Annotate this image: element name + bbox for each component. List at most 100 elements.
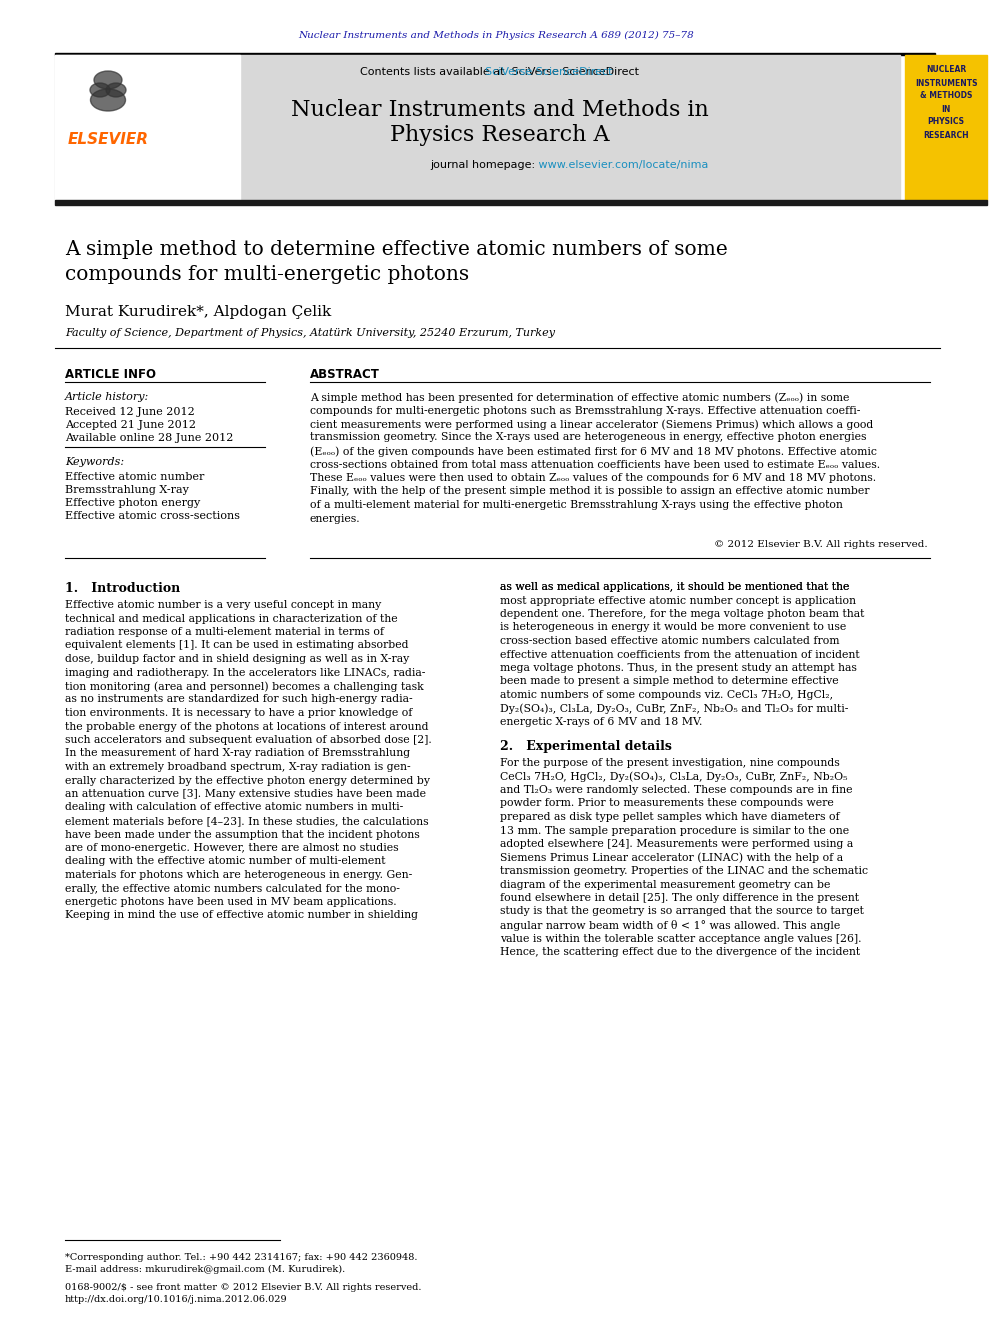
- Text: Murat Kurudirek*, Alpdogan Çelik: Murat Kurudirek*, Alpdogan Çelik: [65, 306, 331, 319]
- Text: IN: IN: [941, 105, 950, 114]
- Text: dose, buildup factor and in shield designing as well as in X-ray: dose, buildup factor and in shield desig…: [65, 654, 410, 664]
- Text: ELSEVIER: ELSEVIER: [67, 132, 149, 147]
- Text: compounds for multi-energetic photons such as Bremsstrahlung X-rays. Effective a: compounds for multi-energetic photons su…: [310, 406, 860, 415]
- Ellipse shape: [94, 71, 122, 89]
- Text: 2.   Experimental details: 2. Experimental details: [500, 740, 672, 753]
- Text: radiation response of a multi-element material in terms of: radiation response of a multi-element ma…: [65, 627, 384, 636]
- Text: E-mail address: mkurudirek@gmail.com (M. Kurudirek).: E-mail address: mkurudirek@gmail.com (M.…: [65, 1265, 345, 1274]
- Ellipse shape: [106, 83, 126, 97]
- Text: the probable energy of the photons at locations of interest around: the probable energy of the photons at lo…: [65, 721, 429, 732]
- Bar: [55, 56, 900, 200]
- Text: study is that the geometry is so arranged that the source to target: study is that the geometry is so arrange…: [500, 906, 864, 917]
- Text: energetic photons have been used in MV beam applications.: energetic photons have been used in MV b…: [65, 897, 397, 908]
- Text: value is within the tolerable scatter acceptance angle values [26].: value is within the tolerable scatter ac…: [500, 934, 861, 943]
- Bar: [905, 56, 987, 200]
- Text: These Eₑₒₒ values were then used to obtain Zₑₒₒ values of the compounds for 6 MV: These Eₑₒₒ values were then used to obta…: [310, 474, 876, 483]
- Text: cross-section based effective atomic numbers calculated from: cross-section based effective atomic num…: [500, 636, 839, 646]
- Text: found elsewhere in detail [25]. The only difference in the present: found elsewhere in detail [25]. The only…: [500, 893, 859, 904]
- Text: have been made under the assumption that the incident photons: have been made under the assumption that…: [65, 830, 420, 840]
- Text: A simple method to determine effective atomic numbers of some
compounds for mult: A simple method to determine effective a…: [65, 239, 728, 284]
- Text: tion environments. It is necessary to have a prior knowledge of: tion environments. It is necessary to ha…: [65, 708, 413, 718]
- Text: an attenuation curve [3]. Many extensive studies have been made: an attenuation curve [3]. Many extensive…: [65, 789, 426, 799]
- Text: transmission geometry. Since the X-rays used are heterogeneous in energy, effect: transmission geometry. Since the X-rays …: [310, 433, 866, 442]
- Text: is heterogeneous in energy it would be more convenient to use: is heterogeneous in energy it would be m…: [500, 623, 846, 632]
- Text: as well as medical applications, it should be mentioned that the: as well as medical applications, it shou…: [500, 582, 849, 591]
- Text: imaging and radiotherapy. In the accelerators like LINACs, radia-: imaging and radiotherapy. In the acceler…: [65, 668, 426, 677]
- Text: Bremsstrahlung X-ray: Bremsstrahlung X-ray: [65, 486, 188, 495]
- Text: http://dx.doi.org/10.1016/j.nima.2012.06.029: http://dx.doi.org/10.1016/j.nima.2012.06…: [65, 1295, 288, 1304]
- Bar: [55, 200, 987, 205]
- Text: such accelerators and subsequent evaluation of absorbed dose [2].: such accelerators and subsequent evaluat…: [65, 736, 432, 745]
- Text: cross-sections obtained from total mass attenuation coefficients have been used : cross-sections obtained from total mass …: [310, 459, 880, 470]
- Text: prepared as disk type pellet samples which have diameters of: prepared as disk type pellet samples whi…: [500, 812, 839, 822]
- Text: (Eₑₒₒ) of the given compounds have been estimated first for 6 MV and 18 MV photo: (Eₑₒₒ) of the given compounds have been …: [310, 446, 877, 456]
- Text: In the measurement of hard X-ray radiation of Bremsstrahlung: In the measurement of hard X-ray radiati…: [65, 749, 410, 758]
- Text: SciVerse ScienceDirect: SciVerse ScienceDirect: [387, 67, 613, 77]
- Ellipse shape: [90, 83, 110, 97]
- Text: diagram of the experimental measurement geometry can be: diagram of the experimental measurement …: [500, 880, 830, 889]
- Text: energies.: energies.: [310, 513, 361, 524]
- Text: with an extremely broadband spectrum, X-ray radiation is gen-: with an extremely broadband spectrum, X-…: [65, 762, 411, 773]
- Text: Hence, the scattering effect due to the divergence of the incident: Hence, the scattering effect due to the …: [500, 947, 860, 957]
- Text: RESEARCH: RESEARCH: [924, 131, 969, 139]
- Text: Effective atomic cross-sections: Effective atomic cross-sections: [65, 511, 240, 521]
- Text: Effective atomic number: Effective atomic number: [65, 472, 204, 482]
- Text: Dy₂(SO₄)₃, Cl₃La, Dy₂O₃, CuBr, ZnF₂, Nb₂O₅ and Tl₂O₃ for multi-: Dy₂(SO₄)₃, Cl₃La, Dy₂O₃, CuBr, ZnF₂, Nb₂…: [500, 704, 848, 714]
- Text: transmission geometry. Properties of the LINAC and the schematic: transmission geometry. Properties of the…: [500, 867, 868, 876]
- Text: Physics Research A: Physics Research A: [390, 124, 610, 146]
- Text: Received 12 June 2012: Received 12 June 2012: [65, 407, 194, 417]
- Text: dealing with calculation of effective atomic numbers in multi-: dealing with calculation of effective at…: [65, 803, 404, 812]
- Text: Effective atomic number is a very useful concept in many: Effective atomic number is a very useful…: [65, 601, 381, 610]
- Text: Nuclear Instruments and Methods in Physics Research A 689 (2012) 75–78: Nuclear Instruments and Methods in Physi…: [299, 30, 693, 40]
- Text: equivalent elements [1]. It can be used in estimating absorbed: equivalent elements [1]. It can be used …: [65, 640, 409, 651]
- Text: Faculty of Science, Department of Physics, Atatürk University, 25240 Erzurum, Tu: Faculty of Science, Department of Physic…: [65, 328, 555, 337]
- Bar: [55, 56, 240, 200]
- Text: ARTICLE INFO: ARTICLE INFO: [65, 368, 156, 381]
- Text: journal homepage:: journal homepage:: [430, 160, 539, 169]
- Text: most appropriate effective atomic number concept is application: most appropriate effective atomic number…: [500, 595, 856, 606]
- Text: erally characterized by the effective photon energy determined by: erally characterized by the effective ph…: [65, 775, 430, 786]
- Text: Siemens Primus Linear accelerator (LINAC) with the help of a: Siemens Primus Linear accelerator (LINAC…: [500, 852, 843, 863]
- Text: as no instruments are standardized for such high-energy radia-: as no instruments are standardized for s…: [65, 695, 413, 705]
- Text: Effective photon energy: Effective photon energy: [65, 497, 200, 508]
- Text: angular narrow beam width of θ < 1° was allowed. This angle: angular narrow beam width of θ < 1° was …: [500, 919, 840, 931]
- Text: ABSTRACT: ABSTRACT: [310, 368, 380, 381]
- Text: dealing with the effective atomic number of multi-element: dealing with the effective atomic number…: [65, 856, 386, 867]
- Text: *Corresponding author. Tel.: +90 442 2314167; fax: +90 442 2360948.: *Corresponding author. Tel.: +90 442 231…: [65, 1253, 418, 1262]
- Text: effective attenuation coefficients from the attenuation of incident: effective attenuation coefficients from …: [500, 650, 860, 659]
- Text: Contents lists available at  SciVerse ScienceDirect: Contents lists available at SciVerse Sci…: [360, 67, 640, 77]
- Text: dependent one. Therefore, for the mega voltage photon beam that: dependent one. Therefore, for the mega v…: [500, 609, 864, 619]
- Text: 0168-9002/$ - see front matter © 2012 Elsevier B.V. All rights reserved.: 0168-9002/$ - see front matter © 2012 El…: [65, 1283, 422, 1293]
- Text: PHYSICS: PHYSICS: [928, 118, 964, 127]
- Text: Finally, with the help of the present simple method it is possible to assign an : Finally, with the help of the present si…: [310, 487, 870, 496]
- Bar: [55, 53, 935, 56]
- Text: 1.   Introduction: 1. Introduction: [65, 582, 181, 595]
- Text: © 2012 Elsevier B.V. All rights reserved.: © 2012 Elsevier B.V. All rights reserved…: [714, 540, 928, 549]
- Text: as well as medical applications, it should be mentioned that the: as well as medical applications, it shou…: [500, 582, 849, 591]
- Text: INSTRUMENTS: INSTRUMENTS: [915, 78, 977, 87]
- Text: Article history:: Article history:: [65, 392, 149, 402]
- Text: element materials before [4–23]. In these studies, the calculations: element materials before [4–23]. In thes…: [65, 816, 429, 826]
- Text: cient measurements were performed using a linear accelerator (Siemens Primus) wh: cient measurements were performed using …: [310, 419, 873, 430]
- Text: Available online 28 June 2012: Available online 28 June 2012: [65, 433, 233, 443]
- Text: energetic X-rays of 6 MV and 18 MV.: energetic X-rays of 6 MV and 18 MV.: [500, 717, 702, 728]
- Text: Accepted 21 June 2012: Accepted 21 June 2012: [65, 419, 196, 430]
- Text: mega voltage photons. Thus, in the present study an attempt has: mega voltage photons. Thus, in the prese…: [500, 663, 857, 673]
- Text: www.elsevier.com/locate/nima: www.elsevier.com/locate/nima: [430, 160, 708, 169]
- Text: NUCLEAR: NUCLEAR: [926, 66, 966, 74]
- Text: Nuclear Instruments and Methods in: Nuclear Instruments and Methods in: [291, 99, 709, 120]
- Text: erally, the effective atomic numbers calculated for the mono-: erally, the effective atomic numbers cal…: [65, 884, 400, 893]
- Text: A simple method has been presented for determination of effective atomic numbers: A simple method has been presented for d…: [310, 392, 849, 402]
- Text: and Tl₂O₃ were randomly selected. These compounds are in fine: and Tl₂O₃ were randomly selected. These …: [500, 785, 852, 795]
- Text: technical and medical applications in characterization of the: technical and medical applications in ch…: [65, 614, 398, 623]
- Text: 13 mm. The sample preparation procedure is similar to the one: 13 mm. The sample preparation procedure …: [500, 826, 849, 836]
- Text: tion monitoring (area and personnel) becomes a challenging task: tion monitoring (area and personnel) bec…: [65, 681, 424, 692]
- Text: Keeping in mind the use of effective atomic number in shielding: Keeping in mind the use of effective ato…: [65, 910, 418, 921]
- Text: Keywords:: Keywords:: [65, 456, 124, 467]
- Text: & METHODS: & METHODS: [920, 91, 972, 101]
- Text: adopted elsewhere [24]. Measurements were performed using a: adopted elsewhere [24]. Measurements wer…: [500, 839, 853, 849]
- Text: atomic numbers of some compounds viz. CeCl₃ 7H₂O, HgCl₂,: atomic numbers of some compounds viz. Ce…: [500, 691, 833, 700]
- Text: CeCl₃ 7H₂O, HgCl₂, Dy₂(SO₄)₃, Cl₃La, Dy₂O₃, CuBr, ZnF₂, Nb₂O₅: CeCl₃ 7H₂O, HgCl₂, Dy₂(SO₄)₃, Cl₃La, Dy₂…: [500, 771, 847, 782]
- Ellipse shape: [90, 89, 126, 111]
- Text: powder form. Prior to measurements these compounds were: powder form. Prior to measurements these…: [500, 799, 833, 808]
